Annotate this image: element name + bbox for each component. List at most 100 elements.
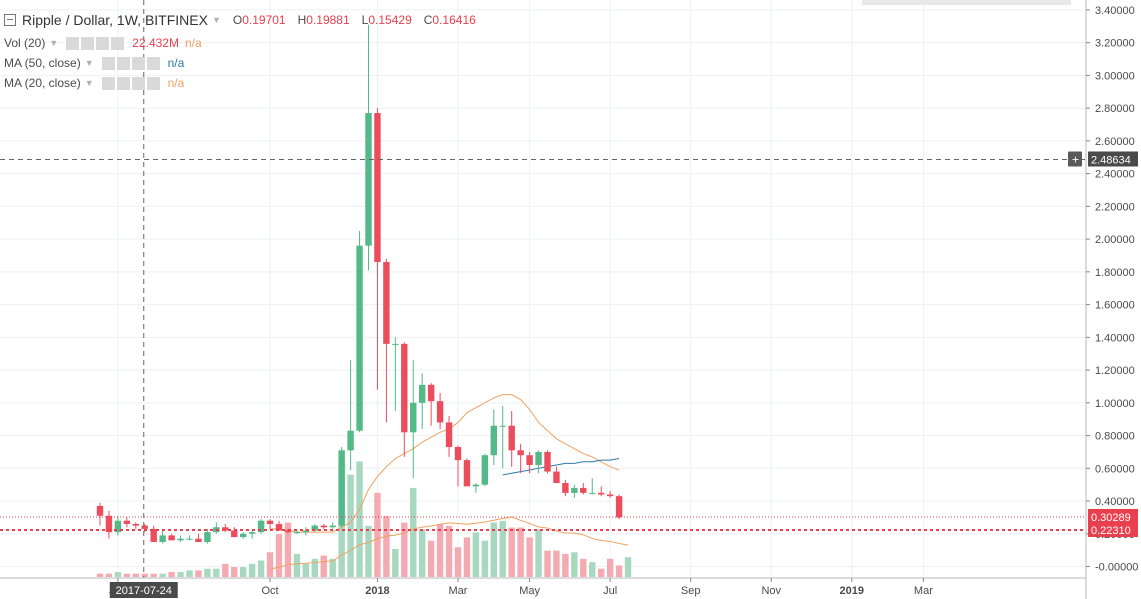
candle-body	[490, 425, 497, 456]
visibility-icon[interactable]	[101, 77, 115, 91]
candle-body	[248, 532, 256, 534]
volume-bar	[150, 573, 157, 577]
volume-bar	[589, 562, 596, 577]
candle-body	[472, 484, 480, 487]
volume-bar	[374, 492, 381, 577]
candle-body	[535, 451, 542, 466]
volume-bar	[159, 573, 166, 577]
volume-bar	[257, 560, 265, 577]
candle-body	[427, 384, 435, 402]
time-tick-label: 2019	[840, 585, 864, 597]
volume-bar	[490, 522, 497, 577]
candle-body	[222, 527, 229, 531]
candle-body	[141, 525, 148, 529]
candle-body	[159, 535, 166, 542]
volume-bar	[123, 573, 131, 577]
candle-body	[231, 530, 238, 538]
volume-bar	[114, 572, 122, 577]
settings-icon[interactable]	[116, 77, 130, 91]
candle-body	[526, 455, 533, 466]
candle-body	[186, 538, 193, 540]
time-tick-label: Sep	[681, 585, 701, 597]
candle-body	[589, 492, 596, 494]
close-price-tag-bg	[1088, 522, 1138, 538]
plus-icon[interactable]	[96, 37, 110, 51]
price-tick-label: 1.60000	[1095, 300, 1135, 312]
plus-icon[interactable]: +	[1072, 152, 1079, 166]
crosshair-date-bg	[109, 582, 178, 598]
indicator-value-secondary: n/a	[184, 36, 202, 51]
high-value: 0.19881	[306, 13, 350, 27]
candle-body	[463, 460, 471, 487]
candle-body	[615, 496, 623, 518]
volume-bar	[454, 547, 462, 577]
visibility-icon[interactable]	[66, 37, 80, 51]
crosshair-price-label: 2.48634	[1091, 154, 1131, 166]
chevron-down-icon[interactable]: ▼	[84, 78, 94, 89]
candle-body	[284, 530, 292, 533]
volume-bar	[96, 573, 104, 577]
volume-bar	[544, 550, 551, 577]
candle-body	[105, 515, 113, 533]
chevron-down-icon[interactable]: ▼	[84, 58, 94, 69]
add-alert-button[interactable]	[1068, 151, 1082, 167]
chevron-down-icon[interactable]: ▼	[211, 15, 221, 25]
volume-bar	[266, 552, 274, 577]
indicator-label[interactable]: MA (20, close)	[4, 76, 81, 91]
visibility-icon[interactable]	[101, 57, 115, 71]
candle-body	[114, 520, 122, 533]
volume-bar	[517, 527, 524, 577]
candle-body	[481, 455, 489, 485]
volume-bar	[320, 555, 327, 577]
candle-body	[204, 532, 211, 542]
crosshair-price-label-bg	[1088, 151, 1138, 167]
last-price-tag: 0.30289	[1091, 512, 1131, 524]
price-tick-label: 0.40000	[1095, 496, 1135, 508]
volume-bar	[293, 553, 301, 577]
candle-body	[392, 343, 399, 345]
close-icon[interactable]	[146, 77, 160, 91]
close-icon[interactable]	[146, 57, 160, 71]
plus-icon[interactable]	[131, 77, 145, 91]
volume-bar	[445, 525, 453, 577]
last-price-tag-bg	[1088, 508, 1138, 524]
volume-bar	[177, 572, 184, 577]
settings-icon[interactable]	[116, 57, 130, 71]
settings-icon[interactable]	[81, 37, 95, 51]
volume-bar	[240, 567, 247, 577]
open-label: O	[232, 13, 243, 27]
indicator-buttons	[100, 56, 160, 71]
volume-bar	[392, 548, 399, 577]
volume-bar	[132, 573, 139, 577]
price-tick-label: 3.40000	[1095, 5, 1135, 17]
candle-body	[598, 492, 605, 495]
candlesticks	[96, 24, 623, 544]
symbol-title[interactable]: Ripple / Dollar, 1W, BITFINEX	[22, 12, 208, 28]
volume-bar	[580, 558, 587, 577]
candle-body	[177, 538, 184, 541]
chart-overlays	[0, 0, 1086, 578]
candle-body	[401, 343, 408, 433]
volume-bar	[383, 515, 390, 577]
candle-body	[499, 425, 506, 427]
candle-body	[606, 494, 614, 497]
volume-bar	[365, 525, 372, 577]
indicator-label[interactable]: Vol (20)	[4, 36, 46, 51]
indicator-label[interactable]: MA (50, close)	[4, 56, 81, 71]
close-icon[interactable]	[111, 37, 125, 51]
candle-body	[571, 487, 578, 493]
collapse-legend-icon[interactable]	[4, 14, 16, 26]
crosshair-date-label: 2017-07-24	[116, 585, 172, 597]
volume-bar	[606, 558, 614, 577]
candle-body	[329, 525, 336, 528]
price-tick-label: 2.80000	[1095, 103, 1135, 115]
candle-body	[257, 520, 265, 533]
price-tick-label: 0.80000	[1095, 431, 1135, 443]
candle-body	[132, 523, 139, 526]
chevron-down-icon[interactable]: ▼	[49, 38, 59, 49]
plus-icon[interactable]	[131, 57, 145, 71]
volume-bar	[526, 537, 533, 577]
volume-bar	[275, 534, 283, 577]
